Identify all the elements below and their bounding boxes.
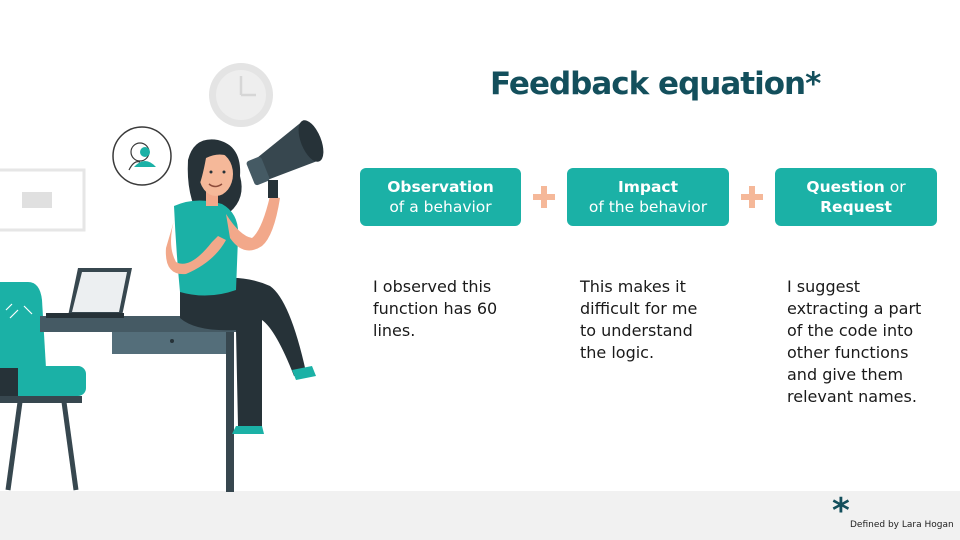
woman-megaphone-illustration bbox=[0, 63, 324, 492]
page-title: Feedback equation* bbox=[490, 66, 821, 102]
footer-band bbox=[0, 491, 960, 540]
card-heading: Question bbox=[806, 178, 885, 196]
wall-frame bbox=[0, 168, 86, 232]
footnote-asterisk: * bbox=[832, 491, 850, 531]
plus-icon bbox=[741, 186, 763, 208]
plus-icon bbox=[533, 186, 555, 208]
impact-example: This makes it difficult for me to unders… bbox=[580, 277, 698, 362]
desk bbox=[40, 316, 240, 492]
card-heading: Impact bbox=[617, 178, 679, 196]
card-subheading-bold: Request bbox=[820, 198, 892, 216]
wall-clock-icon bbox=[209, 63, 273, 127]
question-request-card: Question or Request bbox=[775, 168, 937, 226]
person-speech-bubble-icon bbox=[112, 126, 172, 186]
woman-figure bbox=[165, 139, 316, 434]
card-heading: Observation bbox=[387, 178, 494, 196]
impact-card: Impact of the behavior bbox=[567, 168, 729, 226]
chair-icon bbox=[0, 282, 86, 491]
request-example: I suggest extracting a part of the code … bbox=[787, 277, 922, 406]
laptop-icon bbox=[46, 268, 132, 318]
observation-card: Observation of a behavior bbox=[360, 168, 521, 226]
observation-example: I observed this function has 60 lines. bbox=[373, 277, 498, 340]
card-heading-suffix: or bbox=[884, 178, 906, 196]
card-subheading: of a behavior bbox=[389, 198, 492, 216]
card-subheading: of the behavior bbox=[588, 198, 708, 216]
megaphone-icon bbox=[246, 120, 324, 198]
footnote-credit: Defined by Lara Hogan bbox=[850, 520, 954, 530]
